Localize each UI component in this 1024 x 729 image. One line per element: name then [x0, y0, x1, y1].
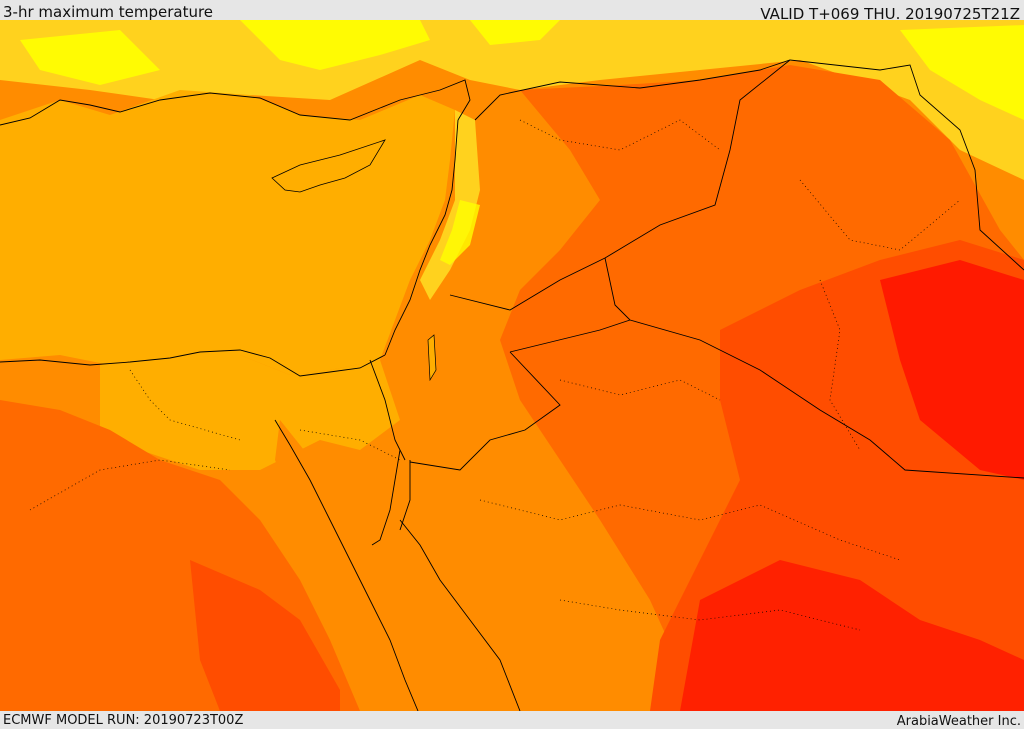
levant-highland-yellow: [440, 200, 480, 265]
border-egypt-sinai: [369, 359, 406, 461]
footer-bar: ECMWF MODEL RUN: 20190723T00Z ArabiaWeat…: [0, 711, 1024, 729]
iraq-gulf-red: [880, 260, 1024, 480]
delta-zone: [100, 355, 400, 470]
valid-time: VALID T+069 THU. 20190725T21Z: [760, 5, 1020, 23]
gulf-of-aqaba: [371, 449, 411, 546]
border-syria-iraq: [604, 257, 1024, 479]
coastline-egypt: [0, 349, 386, 377]
northern-cool-zone: [0, 20, 1024, 180]
coastline-redsea-east: [399, 519, 521, 711]
southern-red: [680, 560, 1024, 711]
internal-boundaries: [29, 119, 961, 631]
northern-yellow-patches: [20, 20, 1024, 120]
header-bar: 3-hr maximum temperature VALID T+069 THU…: [0, 0, 1024, 23]
coastline-redsea-west: [274, 419, 419, 711]
border-syria-jordan: [449, 59, 791, 311]
temperature-map[interactable]: [0, 20, 1024, 711]
map-title: 3-hr maximum temperature: [3, 3, 214, 21]
egypt-red-patch: [190, 560, 340, 711]
border-turkey-syria: [474, 59, 1024, 271]
border-jordan-saudi: [409, 319, 631, 471]
map-canvas: [0, 20, 1024, 711]
coastline-north: [0, 79, 471, 126]
red-sea: [275, 420, 520, 711]
cyprus-island: [271, 139, 386, 193]
credit-text: ArabiaWeather Inc.: [896, 714, 1021, 729]
dead-sea: [427, 334, 437, 382]
coastline-levant: [384, 119, 459, 356]
levant-coast-cool: [420, 110, 480, 300]
model-run: ECMWF MODEL RUN: 20190723T00Z: [3, 713, 244, 728]
mediterranean-sea: [0, 90, 455, 375]
